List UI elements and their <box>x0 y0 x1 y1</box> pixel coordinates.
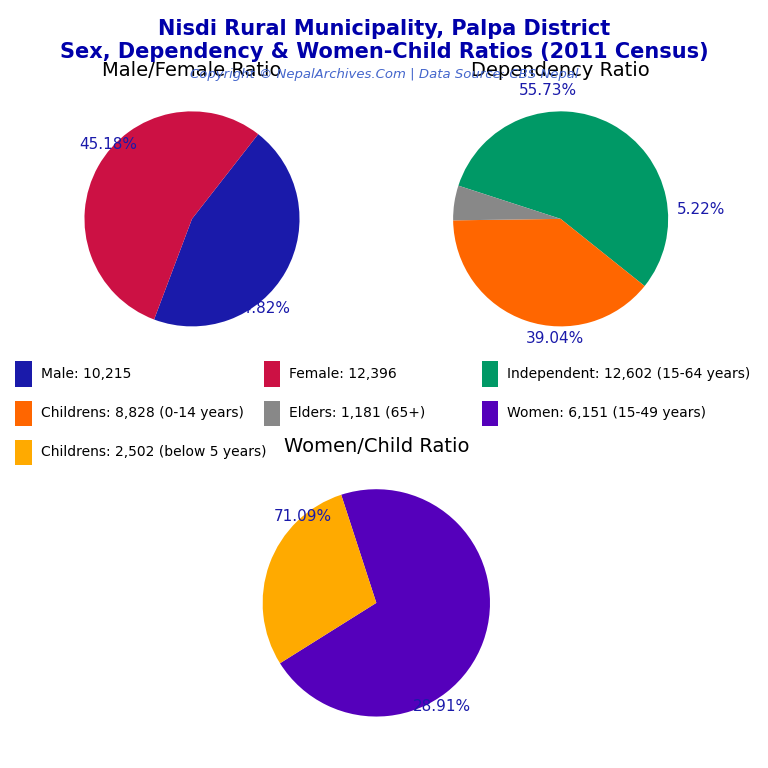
Text: Women: 6,151 (15-49 years): Women: 6,151 (15-49 years) <box>508 406 707 420</box>
Text: 39.04%: 39.04% <box>526 330 584 346</box>
Text: 28.91%: 28.91% <box>412 699 471 714</box>
Title: Male/Female Ratio: Male/Female Ratio <box>102 61 282 80</box>
Text: 55.73%: 55.73% <box>518 83 577 98</box>
Title: Dependency Ratio: Dependency Ratio <box>472 61 650 80</box>
FancyBboxPatch shape <box>263 401 280 425</box>
Wedge shape <box>458 111 668 286</box>
Title: Women/Child Ratio: Women/Child Ratio <box>283 438 469 456</box>
Wedge shape <box>280 489 490 717</box>
Wedge shape <box>453 219 644 326</box>
Text: Female: 12,396: Female: 12,396 <box>290 367 397 381</box>
FancyBboxPatch shape <box>15 362 31 387</box>
FancyBboxPatch shape <box>482 401 498 425</box>
Wedge shape <box>84 111 258 319</box>
Text: 45.18%: 45.18% <box>79 137 137 152</box>
Text: Independent: 12,602 (15-64 years): Independent: 12,602 (15-64 years) <box>508 367 750 381</box>
Text: Male: 10,215: Male: 10,215 <box>41 367 131 381</box>
Text: Sex, Dependency & Women-Child Ratios (2011 Census): Sex, Dependency & Women-Child Ratios (20… <box>60 42 708 62</box>
Text: 54.82%: 54.82% <box>233 302 291 316</box>
Wedge shape <box>154 134 300 326</box>
Wedge shape <box>263 495 376 664</box>
FancyBboxPatch shape <box>482 362 498 387</box>
Text: Childrens: 8,828 (0-14 years): Childrens: 8,828 (0-14 years) <box>41 406 243 420</box>
Text: Childrens: 2,502 (below 5 years): Childrens: 2,502 (below 5 years) <box>41 445 266 459</box>
Text: Copyright © NepalArchives.Com | Data Source: CBS Nepal: Copyright © NepalArchives.Com | Data Sou… <box>190 68 578 81</box>
Text: Elders: 1,181 (65+): Elders: 1,181 (65+) <box>290 406 425 420</box>
FancyBboxPatch shape <box>15 439 31 465</box>
Wedge shape <box>453 186 561 220</box>
Text: 5.22%: 5.22% <box>677 201 725 217</box>
Text: 71.09%: 71.09% <box>274 509 332 524</box>
FancyBboxPatch shape <box>263 362 280 387</box>
Text: Nisdi Rural Municipality, Palpa District: Nisdi Rural Municipality, Palpa District <box>158 19 610 39</box>
FancyBboxPatch shape <box>15 401 31 425</box>
